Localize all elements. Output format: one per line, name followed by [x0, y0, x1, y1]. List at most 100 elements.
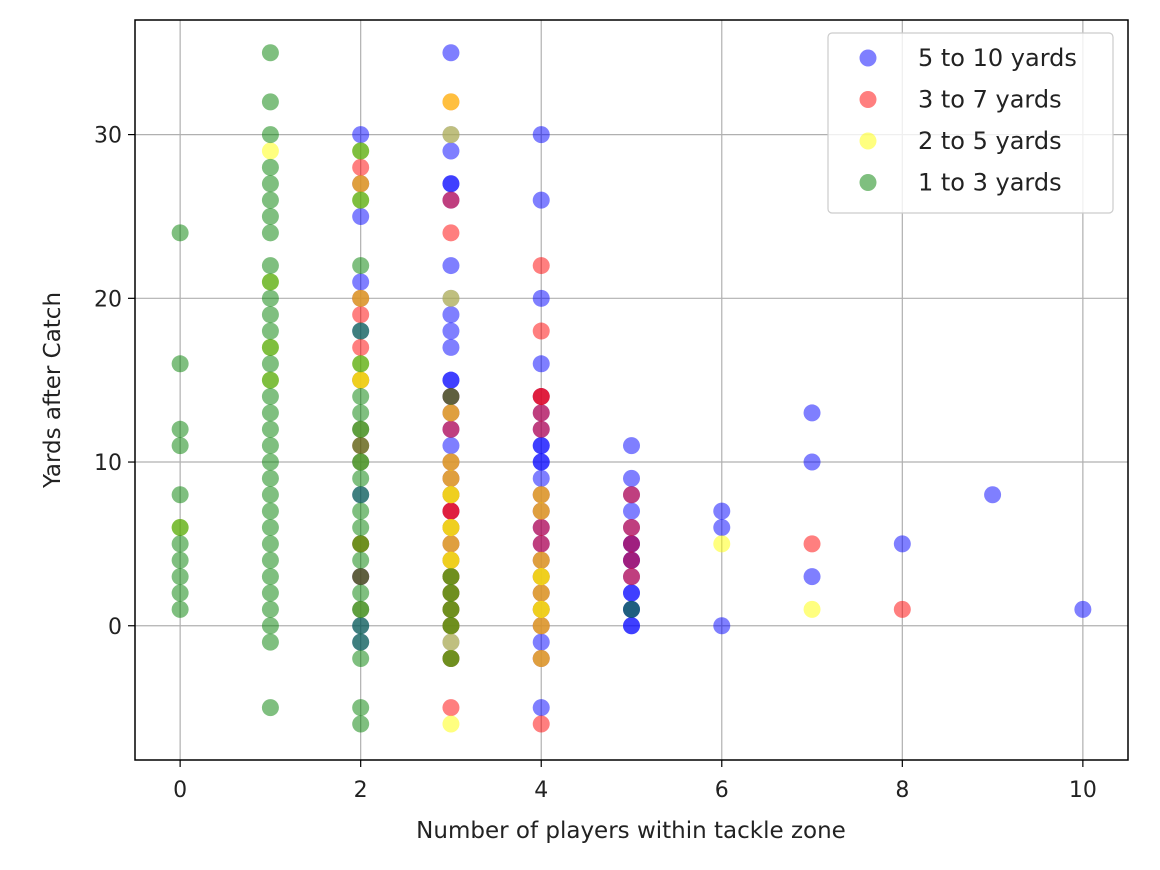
data-point — [532, 191, 550, 209]
data-point — [803, 404, 821, 422]
data-point — [532, 420, 550, 438]
data-point — [352, 404, 370, 422]
data-point — [352, 486, 370, 504]
data-point — [532, 649, 550, 667]
data-point — [442, 453, 460, 471]
data-point — [442, 338, 460, 356]
data-point — [171, 437, 189, 455]
data-point — [532, 600, 550, 618]
data-point — [623, 437, 640, 455]
data-point — [442, 93, 460, 111]
data-point — [442, 699, 460, 717]
x-axis-label: Number of players within tackle zone — [416, 818, 846, 844]
legend-label: 2 to 5 yards — [918, 127, 1062, 155]
data-point — [442, 617, 460, 635]
data-point — [352, 633, 370, 651]
data-point — [261, 289, 279, 307]
data-point — [352, 257, 370, 275]
data-point — [352, 584, 370, 602]
data-point — [532, 469, 550, 487]
data-point — [623, 469, 640, 487]
data-point — [352, 453, 370, 471]
data-point — [171, 535, 189, 553]
data-point — [261, 191, 279, 209]
data-point — [261, 273, 279, 291]
data-point — [352, 371, 370, 389]
data-point — [713, 502, 731, 520]
data-point — [261, 126, 279, 144]
data-point — [171, 224, 189, 242]
data-point — [261, 207, 279, 225]
series-4 — [171, 44, 640, 733]
data-point — [261, 93, 279, 111]
data-point — [261, 584, 279, 602]
data-point — [352, 322, 370, 340]
data-point — [352, 306, 370, 324]
data-point — [261, 453, 279, 471]
data-point — [261, 224, 279, 242]
data-point — [261, 355, 279, 373]
data-point — [352, 126, 370, 144]
data-point — [442, 306, 460, 324]
data-point — [623, 502, 640, 520]
data-point — [261, 404, 279, 422]
y-tick-label: 10 — [94, 451, 122, 476]
data-point — [442, 44, 460, 62]
data-point — [352, 535, 370, 553]
data-point — [442, 551, 460, 569]
data-point — [893, 600, 911, 618]
data-point — [171, 600, 189, 618]
data-point — [532, 551, 550, 569]
x-tick-label: 0 — [173, 778, 187, 803]
data-point — [352, 519, 370, 537]
data-point — [171, 551, 189, 569]
axis-ticks: 0 2 4 6 8 10 0 10 20 30 — [94, 124, 1097, 803]
data-point — [352, 437, 370, 455]
data-point — [261, 568, 279, 586]
data-point — [532, 699, 550, 717]
data-point — [261, 175, 279, 193]
x-tick-label: 2 — [354, 778, 368, 803]
data-point — [984, 486, 1002, 504]
data-point — [532, 633, 550, 651]
data-point — [261, 519, 279, 537]
data-point — [532, 437, 550, 455]
data-point — [261, 371, 279, 389]
data-point — [442, 420, 460, 438]
legend-label: 5 to 10 yards — [918, 44, 1077, 72]
data-point — [352, 142, 370, 160]
data-point — [261, 551, 279, 569]
data-point — [442, 649, 460, 667]
data-point — [171, 420, 189, 438]
legend-marker — [859, 91, 877, 108]
data-point — [261, 142, 279, 160]
data-point — [171, 486, 189, 504]
data-point — [532, 257, 550, 275]
data-point — [261, 322, 279, 340]
data-point — [442, 257, 460, 275]
data-point — [893, 535, 911, 553]
y-axis-label: Yards after Catch — [40, 292, 66, 489]
data-point — [261, 257, 279, 275]
data-point — [352, 649, 370, 667]
data-point — [442, 126, 460, 144]
data-point — [803, 453, 821, 471]
data-point — [261, 437, 279, 455]
data-point — [352, 420, 370, 438]
legend-box — [827, 32, 1114, 214]
data-point — [442, 502, 460, 520]
data-point — [713, 535, 731, 553]
data-point — [352, 338, 370, 356]
data-point — [532, 486, 550, 504]
data-point — [442, 142, 460, 160]
y-tick-label: 30 — [94, 124, 122, 149]
data-point — [442, 322, 460, 340]
data-point — [442, 289, 460, 307]
data-point — [352, 273, 370, 291]
data-point — [261, 338, 279, 356]
data-point — [352, 469, 370, 487]
data-point — [171, 519, 189, 537]
data-point — [261, 420, 279, 438]
data-point — [532, 404, 550, 422]
